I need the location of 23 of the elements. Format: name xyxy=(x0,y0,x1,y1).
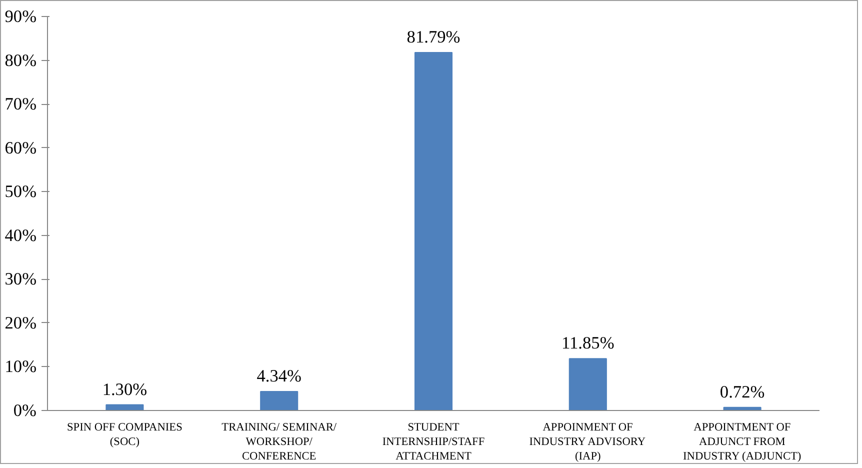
y-tick-label: 40% xyxy=(4,226,37,245)
y-tick-label: 80% xyxy=(4,50,37,70)
y-tick-label: 70% xyxy=(4,94,37,114)
bar xyxy=(568,358,607,410)
x-tick-label: TRAINING/ SEMINAR/ WORKSHOP/ CONFERENCE xyxy=(222,422,338,462)
bar xyxy=(414,52,453,410)
data-label: 81.79% xyxy=(406,27,460,46)
data-label: 0.72% xyxy=(720,382,765,402)
x-tick-label: STUDENT INTERNSHIP/STAFF ATTACHMENT xyxy=(382,422,485,462)
y-tick-label: 30% xyxy=(4,270,37,289)
y-tick-label: 10% xyxy=(4,357,37,376)
x-tick-label: APPOINTMENT OF ADJUNCT FROM INDUSTRY (ADJUNCT) xyxy=(682,422,802,462)
y-tick-label: 60% xyxy=(4,138,37,158)
y-tick-label: 20% xyxy=(4,313,37,332)
data-label: 11.85% xyxy=(562,334,614,353)
data-label: 4.34% xyxy=(256,366,302,386)
y-tick-label: 50% xyxy=(4,182,37,202)
x-tick-label: APPOINMENT OF INDUSTRY ADVISORY (IAP) xyxy=(529,422,646,462)
y-tick-label: 90% xyxy=(4,7,37,26)
x-tick-label: SPIN OFF COMPANIES (SOC) xyxy=(66,422,182,448)
y-tick-label: 0% xyxy=(13,401,37,420)
data-label: 1.30% xyxy=(102,380,148,399)
bar xyxy=(260,391,298,410)
